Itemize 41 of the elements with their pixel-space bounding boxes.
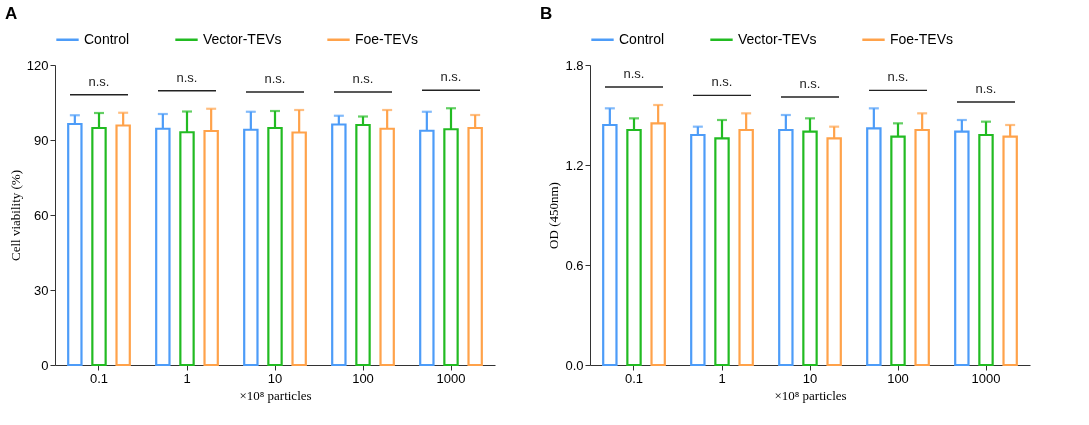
annotation: n.s.	[88, 73, 110, 89]
annotation: n.s.	[623, 66, 645, 81]
y-tick-label: 1.8	[565, 57, 584, 73]
y-tick-label: 0	[41, 357, 49, 373]
x-tick-label: 10	[802, 370, 818, 386]
x-axis-title: ×10⁸ particles	[774, 387, 847, 403]
x-tick-label: 100	[352, 370, 374, 386]
y-tick-label: 1.2	[565, 157, 584, 173]
x-axis-title: ×10⁸ particles	[239, 387, 312, 403]
chart-title: A	[5, 4, 18, 23]
x-tick-label: 100	[887, 370, 909, 386]
annotation: n.s.	[711, 74, 733, 90]
legend-label: Control	[619, 30, 665, 47]
x-tick-label: 1	[183, 370, 191, 386]
x-tick-label: 0.1	[89, 370, 109, 386]
legend-label: Vector-TEVs	[203, 30, 282, 47]
legend-label: Foe-TEVs	[355, 30, 419, 47]
annotation: n.s.	[440, 69, 462, 85]
x-tick-label: 10	[267, 370, 283, 386]
y-tick-label: 0.6	[565, 257, 584, 273]
y-axis-title: Cell viability (%)	[7, 170, 23, 261]
annotation: n.s.	[264, 71, 286, 86]
x-tick-label: 0.1	[624, 370, 644, 386]
legend-label: Vector-TEVs	[738, 30, 817, 47]
x-tick-label: 1	[718, 370, 726, 386]
x-tick-label: 1000	[971, 370, 1001, 386]
chart-title: B	[540, 4, 553, 23]
annotation: n.s.	[352, 71, 374, 86]
y-tick-label: 30	[34, 282, 49, 298]
y-tick-label: 90	[34, 132, 49, 148]
y-tick-label: 120	[26, 57, 49, 73]
y-axis-title: OD (450nm)	[546, 182, 562, 249]
y-tick-label: 60	[34, 207, 49, 223]
legend-label: Foe-TEVs	[890, 30, 954, 47]
annotation: n.s.	[799, 76, 821, 91]
annotation: n.s.	[975, 81, 997, 96]
x-tick-label: 1000	[436, 370, 466, 386]
annotation: n.s.	[887, 69, 909, 85]
annotation: n.s.	[176, 69, 198, 85]
legend-label: Control	[84, 30, 130, 47]
y-tick-label: 0.0	[565, 357, 584, 373]
